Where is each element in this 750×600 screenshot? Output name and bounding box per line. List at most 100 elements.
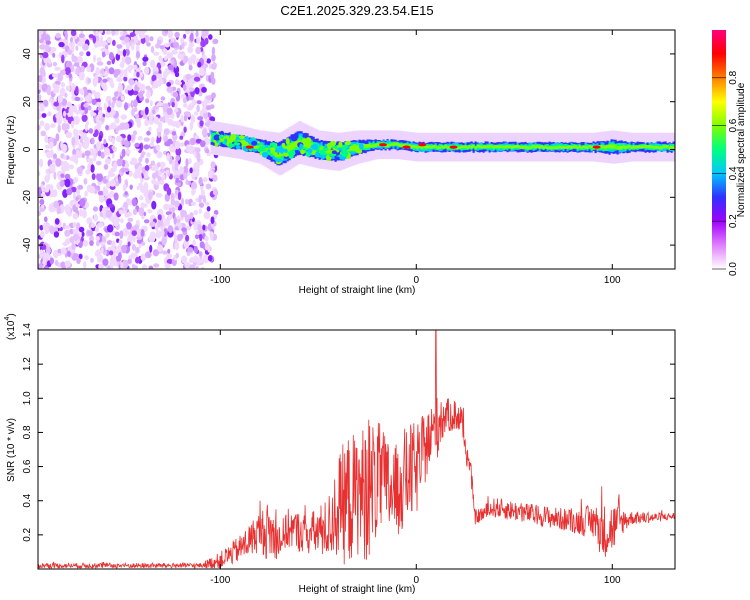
noise-blob xyxy=(149,163,153,169)
noise-blob xyxy=(154,181,161,186)
ridge-band xyxy=(590,145,593,149)
noise-blob xyxy=(119,50,124,56)
noise-blob xyxy=(123,76,128,82)
ridge-band xyxy=(644,145,647,148)
noise-blob xyxy=(198,208,202,214)
noise-blob xyxy=(86,217,93,225)
noise-blob xyxy=(155,192,163,198)
ridge-band xyxy=(352,146,355,152)
snr-multiplier: (x104) xyxy=(4,313,17,340)
noise-blob xyxy=(123,36,130,43)
noise-blob xyxy=(162,103,169,109)
noise-blob xyxy=(93,153,97,162)
ridge-band xyxy=(386,144,389,147)
noise-blob xyxy=(121,244,127,254)
ridge-band xyxy=(374,144,377,147)
noise-blob xyxy=(129,79,135,86)
noise-blob xyxy=(179,166,185,175)
noise-blob xyxy=(153,116,159,125)
ridge-band xyxy=(614,144,617,149)
ridge-blob xyxy=(251,140,258,146)
noise-blob xyxy=(75,66,81,76)
noise-blob xyxy=(61,82,65,88)
ridge-band xyxy=(470,145,473,149)
noise-blob xyxy=(166,152,171,162)
noise-blob xyxy=(96,141,102,150)
noise-blob xyxy=(120,167,126,173)
noise-blob xyxy=(107,265,111,269)
ridge-blob xyxy=(248,148,253,152)
ridge-band xyxy=(618,146,621,150)
ridge-band xyxy=(552,146,555,150)
noise-blob xyxy=(105,209,113,219)
noise-blob xyxy=(122,49,127,57)
noise-blob xyxy=(108,203,114,208)
ridge-blob xyxy=(285,138,290,145)
noise-blob xyxy=(150,60,155,68)
noise-blob xyxy=(112,39,116,47)
ridge-band xyxy=(650,145,653,149)
noise-blob xyxy=(107,100,111,107)
noise-blob xyxy=(174,31,180,38)
noise-blob xyxy=(183,114,188,122)
noise-blob xyxy=(118,239,123,246)
noise-blob xyxy=(209,116,216,123)
ridge-band xyxy=(620,145,623,150)
noise-blob xyxy=(148,265,154,269)
ridge-blob xyxy=(265,144,269,148)
noise-blob xyxy=(91,148,98,155)
ridge-band xyxy=(480,145,483,149)
noise-blob xyxy=(86,66,92,73)
noise-blob xyxy=(166,82,172,87)
noise-blob xyxy=(180,173,184,181)
noise-blob xyxy=(78,33,85,38)
noise-blob xyxy=(112,96,117,102)
ridge-band xyxy=(582,145,585,151)
noise-blob xyxy=(126,85,133,91)
noise-blob xyxy=(38,83,43,90)
noise-blob xyxy=(131,197,137,207)
noise-blob xyxy=(206,206,211,212)
noise-blob xyxy=(38,218,41,226)
noise-blob xyxy=(148,191,153,201)
ridge-band xyxy=(660,146,663,149)
noise-blob xyxy=(180,114,184,123)
ridge-band xyxy=(640,145,643,149)
noise-blob xyxy=(134,30,140,35)
noise-blob xyxy=(199,233,203,242)
noise-blob xyxy=(144,66,150,75)
noise-blob xyxy=(205,148,210,154)
noise-blob xyxy=(133,130,137,136)
noise-blob xyxy=(71,253,78,261)
noise-blob xyxy=(212,38,219,44)
ridge-blob xyxy=(213,134,221,141)
noise-blob xyxy=(164,221,169,227)
noise-blob xyxy=(131,263,136,269)
noise-blob xyxy=(132,208,138,215)
noise-blob xyxy=(146,42,151,47)
noise-blob xyxy=(134,142,140,148)
noise-blob xyxy=(198,177,203,186)
noise-blob xyxy=(93,213,98,222)
noise-blob xyxy=(136,169,142,177)
noise-blob xyxy=(198,252,202,257)
ridge-band xyxy=(294,140,297,148)
noise-blob xyxy=(119,36,126,41)
noise-blob xyxy=(84,123,88,132)
noise-blob xyxy=(157,175,162,182)
noise-blob xyxy=(132,64,138,70)
noise-blob xyxy=(82,43,89,51)
noise-blob xyxy=(136,235,143,240)
noise-blob xyxy=(64,162,70,172)
noise-blob xyxy=(155,230,162,239)
noise-blob xyxy=(83,103,88,108)
noise-blob xyxy=(109,258,116,267)
noise-blob xyxy=(57,124,61,133)
noise-blob xyxy=(181,227,187,232)
noise-blob xyxy=(125,56,132,65)
noise-blob xyxy=(73,233,79,241)
noise-blob xyxy=(130,157,138,166)
noise-blob xyxy=(176,111,180,119)
noise-blob xyxy=(138,243,142,249)
noise-blob xyxy=(119,230,124,240)
